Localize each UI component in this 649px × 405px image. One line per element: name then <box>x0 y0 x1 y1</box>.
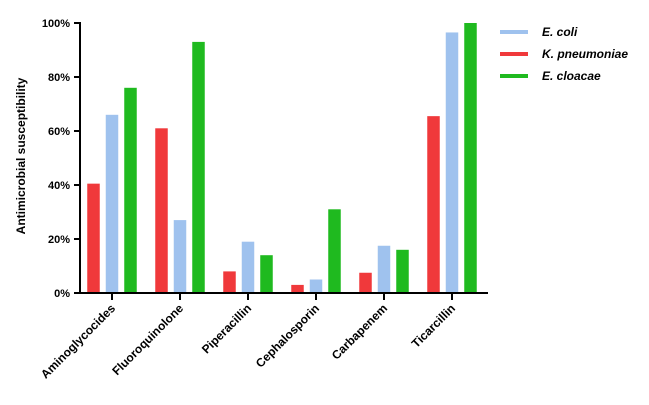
x-tick-label-piperacillin: Piperacillin <box>199 301 254 356</box>
bar-e-coli-aminoglycocides <box>105 114 119 293</box>
y-axis-title: Antimicrobial susceptibility <box>14 77 28 234</box>
legend: E. coli K. pneumoniae E. cloacae <box>500 25 628 83</box>
y-tick-label: 0% <box>54 288 70 300</box>
x-tick-label-cephalosporin: Cephalosporin <box>253 301 322 370</box>
bar-e-coli-carbapenem <box>377 245 391 293</box>
axes-group: 0% 20% 40% 60% 80% 100% AminoglycocidesFluoroq… <box>38 18 488 381</box>
legend-label-e-coli: E. coli <box>542 25 578 39</box>
y-tick-label: 40% <box>48 180 70 192</box>
bar-e-coli-ticarcillin <box>445 32 459 293</box>
y-tick-label: 100% <box>42 18 70 30</box>
bar-e-cloacae-fluoroquinolone <box>192 41 205 294</box>
x-tick-label-ticarcillin: Ticarcillin <box>409 301 458 350</box>
bar-k-pneumoniae-fluoroquinolone <box>155 128 168 293</box>
bar-e-cloacae-aminoglycocides <box>124 87 137 293</box>
y-tick-label: 60% <box>48 126 70 138</box>
x-tick-label-aminoglycocides: Aminoglycocides <box>38 301 118 381</box>
bar-e-coli-fluoroquinolone <box>173 220 187 293</box>
y-tick-label: 20% <box>48 234 70 246</box>
bar-e-coli-cephalosporin <box>309 279 323 293</box>
bar-k-pneumoniae-carbapenem <box>359 272 372 293</box>
bar-e-coli-piperacillin <box>241 241 255 293</box>
legend-label-e-cloacae: E. cloacae <box>542 69 601 83</box>
bar-e-cloacae-ticarcillin <box>464 23 477 293</box>
bar-e-cloacae-carbapenem <box>396 249 409 293</box>
bar-k-pneumoniae-piperacillin <box>223 271 236 293</box>
bar-k-pneumoniae-ticarcillin <box>427 116 440 294</box>
bar-e-cloacae-cephalosporin <box>328 209 341 293</box>
bars-group <box>87 23 477 294</box>
bar-k-pneumoniae-aminoglycocides <box>87 183 100 293</box>
bar-e-cloacae-piperacillin <box>260 255 273 293</box>
x-tick-label-fluoroquinolone: Fluoroquinolone <box>109 301 186 378</box>
y-tick-label: 80% <box>48 72 70 84</box>
x-tick-label-carbapenem: Carbapenem <box>329 301 390 362</box>
legend-label-k-pneumoniae: K. pneumoniae <box>542 47 628 61</box>
bar-k-pneumoniae-cephalosporin <box>291 284 304 293</box>
